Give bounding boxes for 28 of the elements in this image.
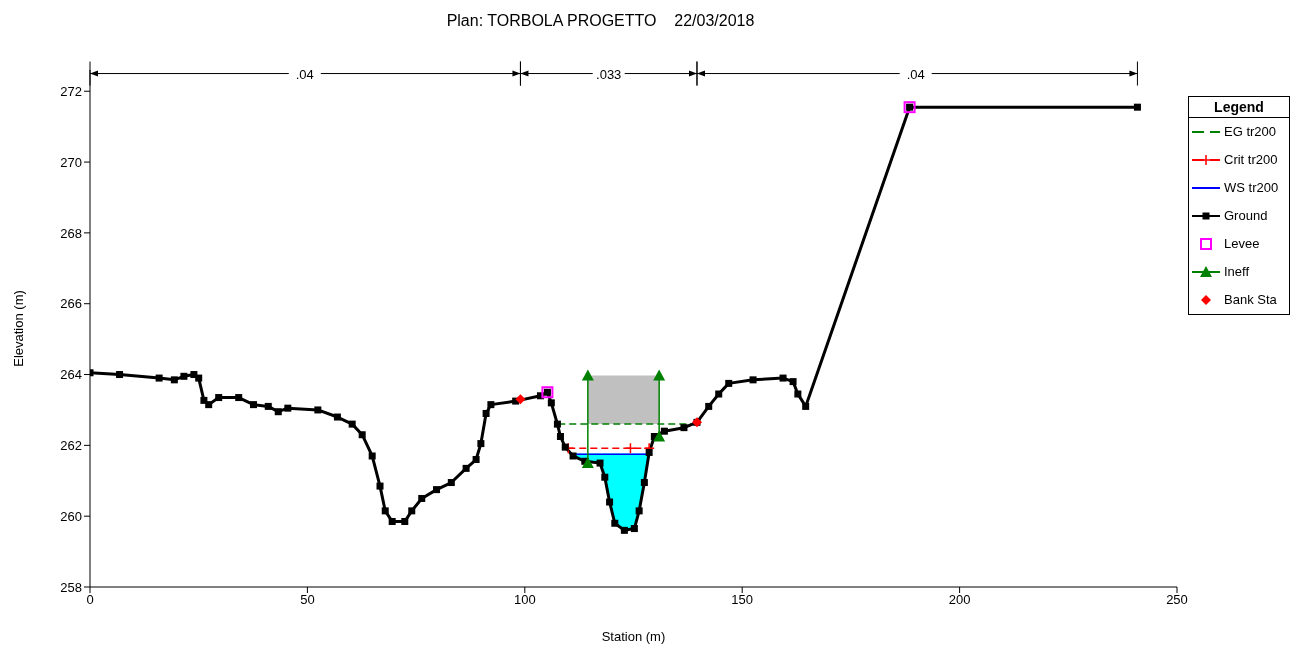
x-tick-label: 200 [948, 592, 971, 608]
legend-label: Crit tr200 [1224, 152, 1278, 167]
legend-label: Bank Sta [1224, 292, 1277, 307]
y-tick-label: 266 [60, 296, 82, 312]
legend-label: WS tr200 [1224, 180, 1279, 195]
annotation: .04 [906, 66, 925, 82]
x-tick-label: 0 [86, 592, 94, 608]
y-tick-label: 260 [60, 508, 82, 524]
y-tick-label: 272 [60, 83, 82, 99]
legend-title: Legend [1189, 97, 1289, 118]
y-tick-label: 270 [60, 154, 82, 170]
y-axis-title: Elevation (m) [10, 290, 26, 367]
x-tick-label: 100 [513, 592, 536, 608]
y-tick-label: 258 [60, 579, 82, 595]
legend-label: Ground [1224, 208, 1268, 223]
legend-label: EG tr200 [1224, 124, 1277, 139]
chart-title: Plan: TORBOLA PROGETTO 22/03/2018 [445, 12, 756, 30]
x-tick-label: 50 [300, 592, 315, 608]
x-axis-title: Station (m) [601, 629, 666, 644]
y-tick-label: 268 [60, 225, 82, 241]
y-tick-label: 262 [60, 437, 82, 453]
legend-label: Levee [1224, 236, 1260, 251]
y-tick-label: 264 [60, 367, 82, 383]
x-tick-label: 250 [1166, 592, 1188, 608]
annotation: .033 [596, 66, 622, 82]
legend-label: Ineff [1224, 264, 1250, 279]
x-tick-label: 150 [731, 592, 754, 608]
annotation: .04 [295, 66, 314, 82]
